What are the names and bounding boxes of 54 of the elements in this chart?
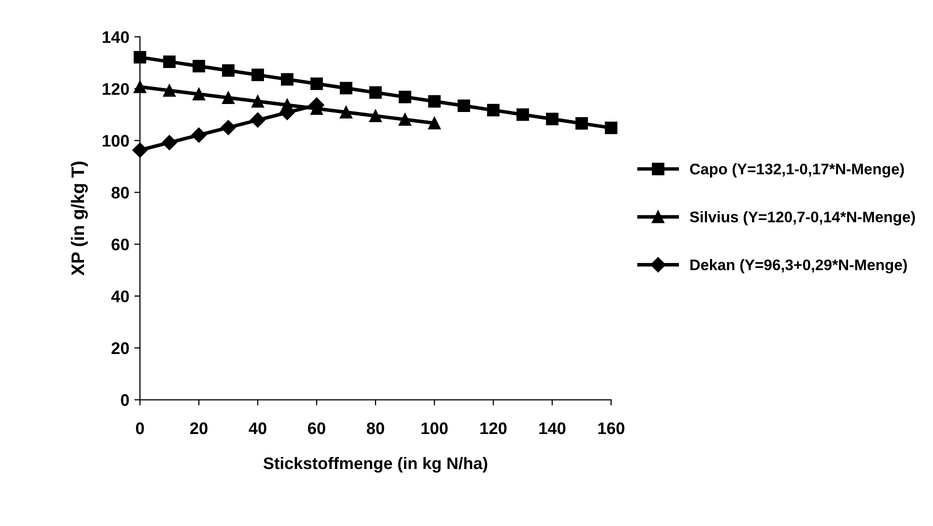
point bbox=[222, 64, 235, 77]
legend-label: Silvius (Y=120,7-0,14*N-Menge) bbox=[690, 211, 915, 226]
x-tick-label: 140 bbox=[539, 422, 566, 434]
point bbox=[398, 90, 412, 104]
y-tick-label: 140 bbox=[102, 31, 129, 44]
point bbox=[428, 95, 441, 108]
point bbox=[191, 128, 206, 143]
point bbox=[458, 100, 470, 112]
point bbox=[132, 142, 148, 158]
point bbox=[251, 95, 264, 108]
point bbox=[163, 55, 176, 68]
point bbox=[398, 113, 412, 126]
point bbox=[220, 120, 236, 136]
point bbox=[222, 91, 235, 104]
y-tick-label: 20 bbox=[112, 342, 129, 354]
x-tick-label: 120 bbox=[480, 422, 507, 434]
y-tick-label: 80 bbox=[112, 186, 129, 199]
point bbox=[340, 106, 352, 119]
x-tick-label: 160 bbox=[598, 422, 624, 434]
point bbox=[428, 116, 441, 130]
point bbox=[251, 68, 264, 82]
y-tick-label: 100 bbox=[102, 134, 129, 147]
point bbox=[575, 117, 588, 130]
point bbox=[250, 112, 266, 128]
point bbox=[487, 104, 500, 116]
point bbox=[516, 108, 530, 121]
point bbox=[369, 110, 382, 122]
x-tick-label: 100 bbox=[422, 422, 448, 434]
x-tick-label: 40 bbox=[248, 422, 266, 434]
y-axis-title: XP (in g/kg T) bbox=[70, 162, 88, 276]
point bbox=[604, 122, 618, 134]
y-tick-label: 40 bbox=[111, 290, 129, 302]
point bbox=[340, 82, 352, 94]
x-tick-label: 80 bbox=[366, 422, 384, 434]
point bbox=[134, 51, 146, 64]
point bbox=[310, 77, 323, 90]
point bbox=[546, 112, 558, 126]
y-tick-label: 120 bbox=[102, 83, 129, 95]
point bbox=[134, 80, 146, 94]
point bbox=[162, 135, 177, 150]
point bbox=[163, 84, 176, 97]
y-tick-label: 0 bbox=[120, 394, 129, 406]
legend-label: Capo (Y=132,1-0,17*N-Menge) bbox=[690, 163, 904, 178]
x-axis-title: Stickstoffmenge (in kg N/ha) bbox=[264, 456, 488, 473]
point bbox=[192, 60, 206, 72]
point bbox=[192, 88, 206, 100]
x-tick-label: 20 bbox=[190, 422, 208, 434]
point bbox=[369, 86, 382, 99]
point bbox=[280, 73, 294, 86]
y-tick-label: 60 bbox=[112, 238, 129, 250]
legend-label: Dekan (Y=96,3+0,29*N-Menge) bbox=[690, 259, 907, 274]
x-tick-label: 0 bbox=[136, 422, 144, 434]
point bbox=[280, 98, 294, 112]
x-tick-label: 60 bbox=[308, 422, 326, 434]
